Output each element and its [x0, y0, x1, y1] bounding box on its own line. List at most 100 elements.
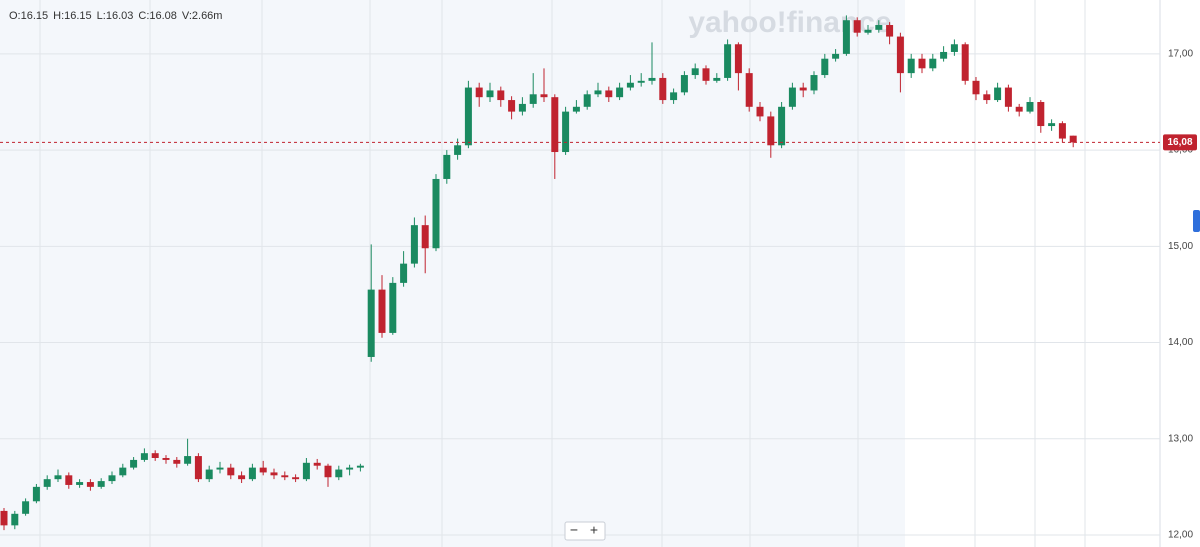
candle-body	[313, 462, 321, 466]
candle-body	[702, 68, 710, 81]
y-tick-label: 13,00	[1168, 433, 1193, 444]
candle-body	[788, 87, 796, 107]
candle-body	[335, 469, 343, 478]
zoom-in[interactable]: +	[590, 522, 598, 538]
candle-body	[853, 20, 861, 33]
candle-body	[389, 282, 397, 333]
candle-body	[637, 80, 645, 83]
candle-body	[432, 178, 440, 249]
candle-body	[713, 77, 721, 81]
candle-body	[551, 97, 559, 153]
candle-body	[151, 453, 159, 458]
candle-body	[810, 75, 818, 91]
zoom-box	[564, 521, 606, 541]
y-tick-label: 15,00	[1168, 241, 1193, 252]
ohlc-field: O:16.15	[9, 10, 48, 22]
candle-body	[1026, 101, 1034, 112]
candle-body	[216, 467, 224, 470]
candle-body	[1037, 101, 1045, 127]
candle-body	[346, 467, 354, 470]
candle-body	[32, 486, 40, 502]
candle-body	[454, 145, 462, 155]
candle-body	[972, 80, 980, 95]
zoom-controls: − +	[564, 521, 606, 541]
candle-body	[259, 467, 267, 473]
candle-body	[821, 58, 829, 76]
ohlc-field: V:2.66m	[182, 10, 223, 22]
candle-body	[410, 225, 418, 264]
candle-body	[929, 58, 937, 69]
candle-body	[421, 225, 429, 249]
candle-body	[832, 53, 840, 59]
candle-body	[1069, 135, 1077, 143]
zoom-out[interactable]: −	[570, 522, 578, 538]
last-price-tag	[1163, 134, 1197, 151]
candle-body	[11, 513, 19, 526]
candle-body	[529, 94, 537, 104]
candle-body	[983, 94, 991, 101]
candle-body	[1048, 123, 1056, 127]
candle-body	[691, 68, 699, 76]
candle-body	[659, 77, 667, 101]
candle-body	[562, 111, 570, 153]
candle-body	[605, 90, 613, 98]
candle-body	[907, 58, 915, 74]
candle-body	[0, 510, 8, 526]
candle-body	[76, 482, 84, 485]
candle-body	[378, 289, 386, 333]
candle-body	[86, 482, 94, 487]
candle-body	[594, 90, 602, 95]
candle-body	[324, 465, 332, 478]
candle-body	[464, 87, 472, 146]
candle-body	[302, 462, 310, 480]
candle-body	[940, 51, 948, 59]
candle-body	[767, 116, 775, 146]
candle-body	[875, 25, 883, 30]
candle-body	[65, 475, 73, 485]
candle-body	[205, 469, 213, 480]
candle-body	[194, 456, 202, 480]
candle-body	[173, 459, 181, 464]
candle-body	[886, 25, 894, 37]
candle-body	[443, 154, 451, 179]
candle-body	[140, 453, 148, 460]
candle-body	[248, 467, 256, 480]
candle-body	[778, 106, 786, 146]
candle-body	[54, 475, 62, 480]
session-shade	[0, 0, 905, 547]
ohlc-header: O:16.15 H:16.15 L:16.03 C:16.08 V:2.66m	[9, 10, 222, 22]
candle-body	[734, 44, 742, 74]
candle-body	[238, 475, 246, 480]
last-price-label: 16,08	[1167, 137, 1192, 148]
candle-body	[950, 44, 958, 52]
candle-body	[799, 87, 807, 91]
candle-body	[864, 29, 872, 33]
candle-body	[961, 44, 969, 81]
candle-body	[97, 481, 105, 487]
candle-body	[745, 73, 753, 107]
candle-body	[518, 103, 526, 112]
candle-body	[497, 90, 505, 101]
candle-body	[281, 475, 289, 478]
candle-body	[356, 465, 364, 468]
candle-body	[22, 501, 30, 514]
candle-body	[162, 457, 170, 460]
candle-body	[572, 106, 580, 112]
candle-body	[119, 467, 127, 476]
ohlc-field: L:16.03	[97, 10, 134, 22]
y-tick-label: 12,00	[1168, 530, 1193, 541]
candle-body	[108, 475, 116, 482]
candle-body	[918, 58, 926, 69]
candle-body	[292, 477, 300, 480]
candle-body	[724, 44, 732, 78]
candle-body	[842, 20, 850, 54]
candle-body	[994, 87, 1002, 101]
candle-body	[648, 77, 656, 81]
candle-body	[680, 75, 688, 93]
candle-body	[475, 87, 483, 98]
watermark: yahoo!finance	[688, 6, 891, 39]
scroll-tab[interactable]	[1193, 210, 1200, 232]
candle-body	[508, 100, 516, 112]
candle-body	[670, 92, 678, 101]
